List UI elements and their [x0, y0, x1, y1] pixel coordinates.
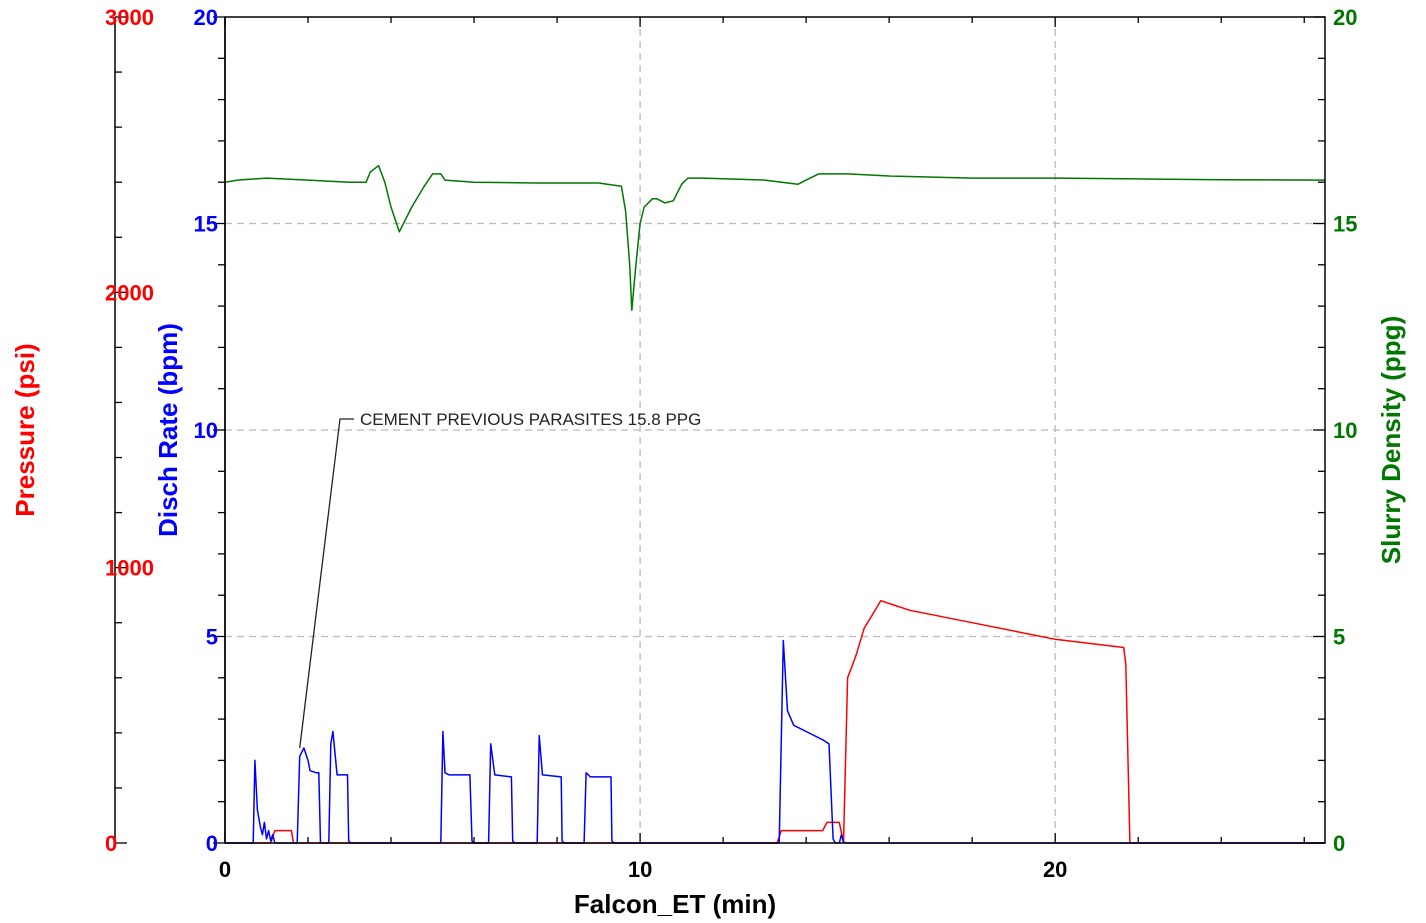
series-line-density [224, 164, 1326, 311]
grid-layer [225, 17, 1325, 843]
pressure-tick-label: 1000 [105, 556, 154, 581]
density-tick-label: 15 [1333, 212, 1357, 237]
density-tick-label: 10 [1333, 418, 1357, 443]
plot-frame [224, 16, 1326, 844]
rate-tick-label: 20 [194, 5, 218, 30]
rate-tick-label: 5 [206, 625, 218, 650]
x-tick-label: 20 [1043, 857, 1067, 882]
series-layer [224, 164, 1326, 844]
series-line-pressure [225, 599, 1325, 844]
density-axis-title: Slurry Density (ppg) [1376, 316, 1406, 564]
rate-tick-label: 10 [194, 418, 218, 443]
annotation-text: CEMENT PREVIOUS PARASITES 15.8 PPG [360, 410, 701, 429]
x-tick-label: 0 [219, 857, 231, 882]
rate-axis-title: Disch Rate (bpm) [153, 323, 183, 537]
annotation-layer: CEMENT PREVIOUS PARASITES 15.8 PPG [299, 410, 701, 749]
density-tick-label: 0 [1333, 831, 1345, 856]
pressure-tick-label: 3000 [105, 5, 154, 30]
annotation-leader [299, 418, 354, 749]
series-line-rate [225, 639, 1325, 844]
density-tick-label: 5 [1333, 625, 1345, 650]
x-axis-title: Falcon_ET (min) [574, 889, 776, 919]
pressure-tick-label: 0 [105, 831, 117, 856]
pressure-axis-title: Pressure (psi) [10, 343, 40, 516]
rate-tick-label: 15 [194, 212, 218, 237]
density-tick-label: 20 [1333, 5, 1357, 30]
rate-tick-label: 0 [206, 831, 218, 856]
x-tick-label: 10 [628, 857, 652, 882]
pressure-tick-label: 2000 [105, 280, 154, 305]
